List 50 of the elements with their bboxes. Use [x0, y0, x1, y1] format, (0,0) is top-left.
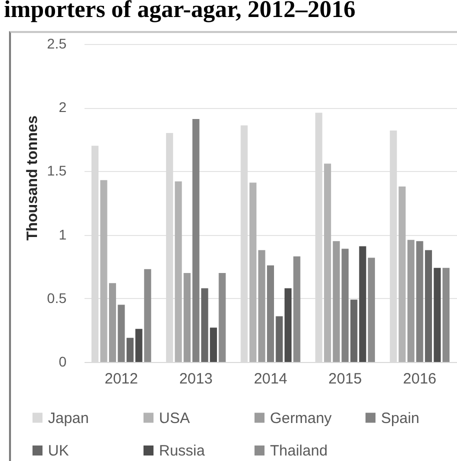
bar [100, 180, 108, 362]
y-tick-label: 0.5 [47, 290, 67, 306]
chart-title: importers of agar-agar, 2012–2016 [4, 0, 356, 23]
y-tick-label: 1.5 [47, 162, 67, 179]
x-tick-label: 2012 [104, 370, 138, 388]
bar [210, 328, 217, 362]
bar [359, 246, 366, 362]
bar [174, 181, 182, 362]
bar [368, 258, 375, 362]
y-tick-label: 2.5 [47, 36, 67, 52]
bar [258, 250, 266, 362]
bar [284, 288, 292, 362]
bar [192, 119, 200, 362]
bar [416, 241, 424, 362]
legend-label: Japan [48, 410, 89, 427]
bar [324, 164, 332, 362]
x-tick-label: 2016 [403, 370, 436, 388]
legend-label: Germany [270, 410, 332, 427]
bar [218, 272, 226, 362]
bar [342, 248, 349, 362]
bar [201, 288, 208, 362]
bar [276, 316, 283, 362]
legend-label: Thailand [270, 442, 328, 460]
bar [126, 338, 134, 362]
y-tick-label: 0 [58, 354, 67, 370]
bar [332, 241, 340, 362]
x-tick-label: 2015 [328, 370, 362, 388]
legend-label: USA [159, 410, 190, 427]
legend-label: UK [48, 442, 69, 460]
bar [442, 268, 450, 362]
bar [144, 269, 152, 362]
bar [109, 283, 116, 362]
y-tick-label: 2 [58, 99, 67, 116]
legend-label: Spain [381, 410, 420, 427]
bar [266, 265, 274, 362]
bar [407, 240, 414, 362]
bar [424, 250, 432, 362]
x-tick-label: 2013 [179, 370, 213, 388]
y-axis-title: Thousand tonnes [24, 116, 42, 241]
bar [293, 256, 300, 362]
bar [249, 182, 256, 362]
bar [184, 272, 191, 362]
bar [350, 300, 358, 362]
bar [118, 304, 125, 362]
bar [434, 268, 441, 362]
x-tick-label: 2014 [254, 370, 288, 388]
y-tick-label: 1 [58, 226, 67, 242]
bar [135, 328, 142, 362]
legend-label: Russia [159, 442, 206, 460]
bar [398, 186, 406, 362]
